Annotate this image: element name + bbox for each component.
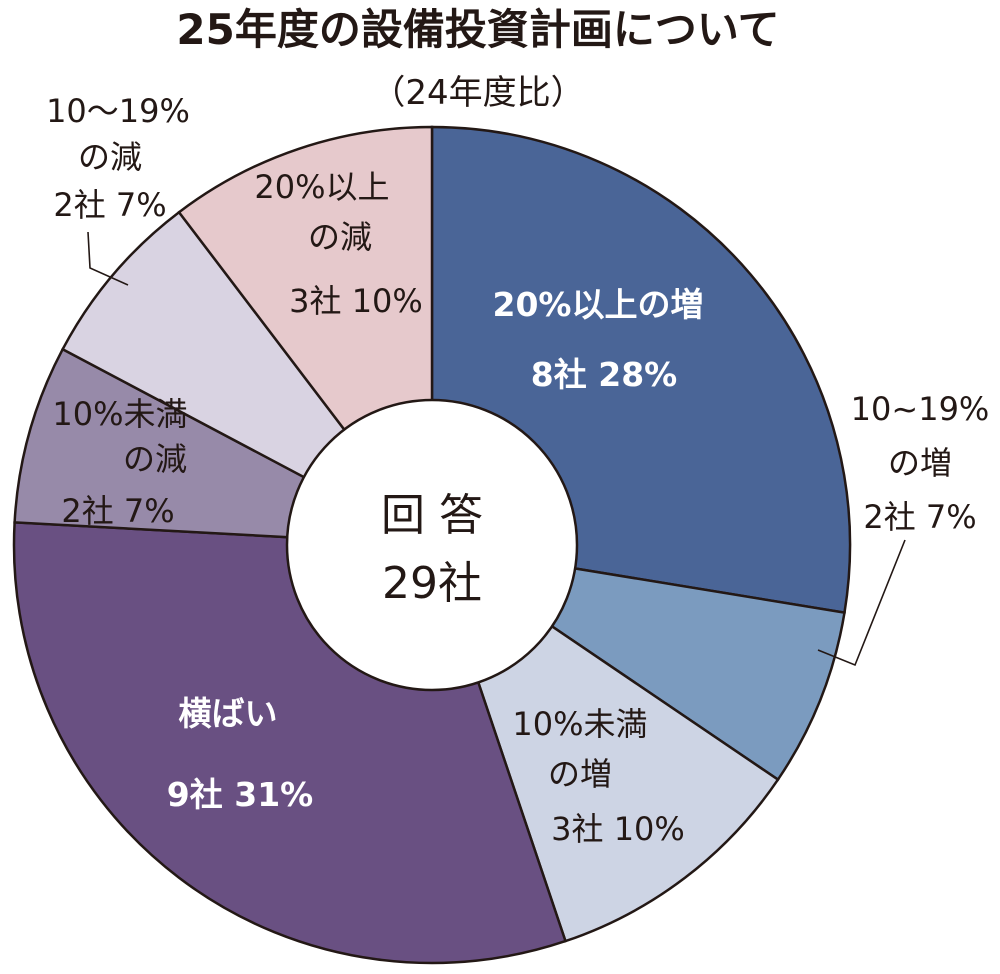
label-decrease-20-plus-line3: 3社 10% bbox=[289, 282, 423, 320]
label-decrease-under-10-line1: 10%未満 bbox=[52, 395, 187, 433]
donut-hole bbox=[285, 398, 579, 692]
label-increase-10-19-line2: の増 bbox=[888, 444, 952, 482]
center-label-count: 29社 bbox=[382, 558, 482, 609]
label-increase-20-plus-name: 20%以上の増 bbox=[493, 285, 704, 324]
label-increase-under-10-line2: の増 bbox=[548, 755, 612, 793]
label-increase-20-plus: 20%以上の増 8社 28% bbox=[493, 285, 704, 394]
label-decrease-20-plus: 20%以上 の減 3社 10% bbox=[254, 168, 422, 320]
label-flat: 横ばい 9社 31% bbox=[167, 694, 313, 814]
label-decrease-10-19: 10〜19% の減 2社 7% bbox=[46, 92, 190, 224]
chart-subtitle: （24年度比） bbox=[371, 73, 584, 113]
label-increase-under-10-line1: 10%未満 bbox=[512, 705, 647, 743]
label-decrease-10-19-line1: 10〜19% bbox=[46, 92, 190, 130]
leader-line-increase-10-19 bbox=[817, 539, 906, 667]
label-increase-10-19: 10~19% の増 2社 7% bbox=[851, 390, 990, 536]
label-flat-name: 横ばい bbox=[179, 694, 278, 733]
label-increase-under-10: 10%未満 の増 3社 10% bbox=[512, 705, 684, 848]
label-decrease-under-10-line3: 2社 7% bbox=[61, 492, 174, 530]
chart-title: 25年度の設備投資計画について bbox=[176, 5, 779, 54]
leader-line-decrease-10-19 bbox=[87, 231, 129, 286]
label-decrease-20-plus-line1: 20%以上 bbox=[254, 168, 389, 206]
center-label-answer: 回 答 bbox=[381, 490, 483, 541]
label-increase-under-10-line3: 3社 10% bbox=[551, 810, 685, 848]
label-decrease-20-plus-line2: の減 bbox=[308, 218, 372, 256]
label-decrease-10-19-line3: 2社 7% bbox=[53, 186, 166, 224]
label-decrease-under-10: 10%未満 の減 2社 7% bbox=[52, 395, 187, 530]
label-decrease-under-10-line2: の減 bbox=[123, 440, 187, 478]
label-flat-value: 9社 31% bbox=[167, 775, 313, 814]
label-increase-10-19-line1: 10~19% bbox=[851, 390, 990, 428]
label-decrease-10-19-line2: の減 bbox=[78, 138, 142, 176]
label-increase-20-plus-value: 8社 28% bbox=[531, 355, 677, 394]
label-increase-10-19-line3: 2社 7% bbox=[863, 498, 976, 536]
